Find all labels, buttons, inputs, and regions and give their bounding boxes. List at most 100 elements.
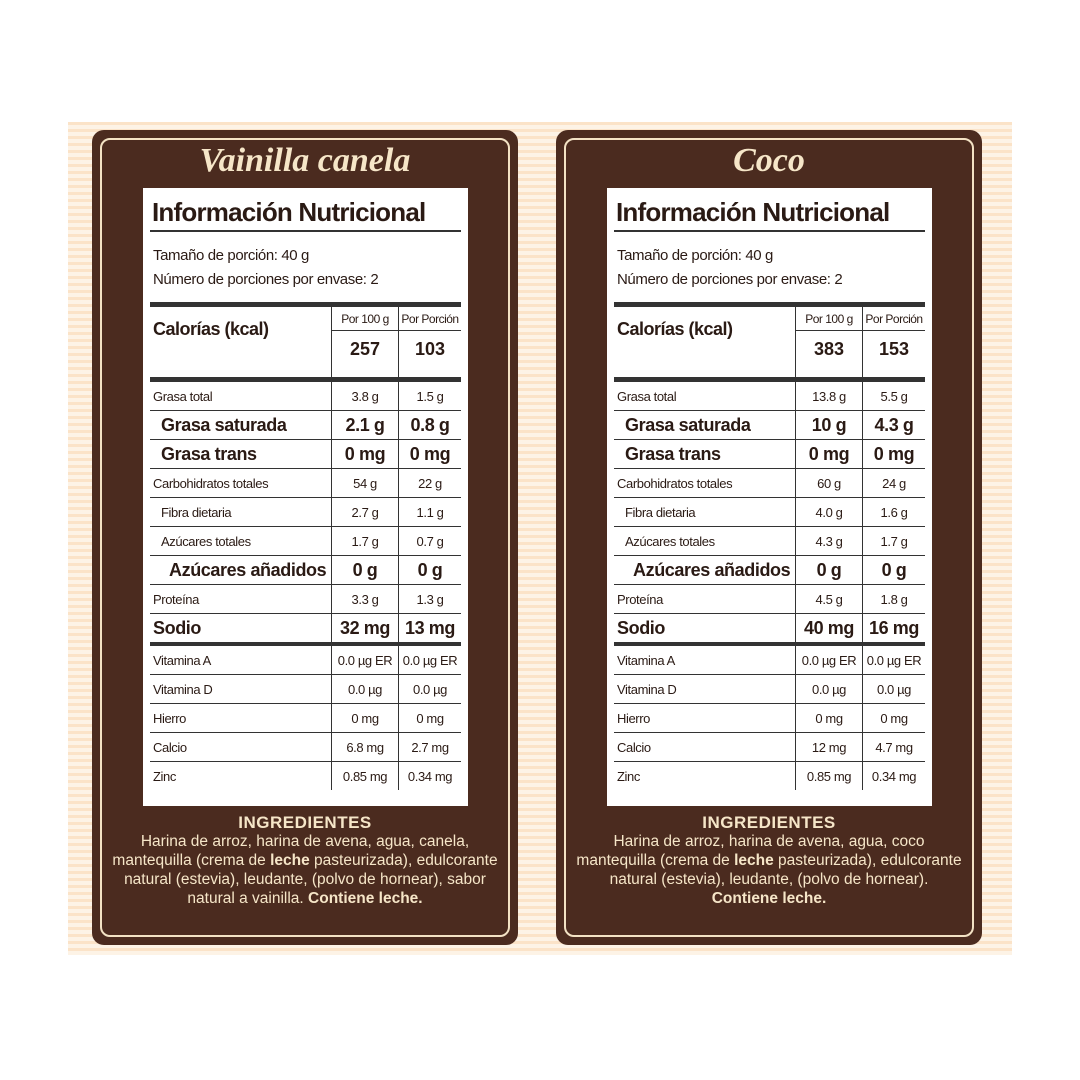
calories-value: 153 — [878, 339, 910, 359]
nutrient-label: Zinc — [617, 768, 640, 784]
serving-info: Tamaño de porción: 40 g Número de porcion… — [153, 244, 461, 292]
nutrient-per-100g: 12 mg — [795, 733, 862, 761]
nutrition-panel: Vainilla canela Información Nutricional Ta… — [92, 130, 518, 945]
nutrient-row: Calcio 12 mg 4.7 mg — [614, 733, 925, 762]
panel-frame — [564, 138, 974, 937]
column-header: Por 100 g — [332, 307, 398, 331]
calories-row: Calorías (kcal) Por 100 g 383 Por Porción 15… — [614, 307, 925, 382]
nutrient-per-portion: 24 g — [862, 469, 925, 497]
nutrient-per-portion: 0.0 µg ER — [862, 646, 925, 674]
nutrient-row: Grasa trans 0 mg 0 mg — [614, 440, 925, 469]
nutrient-per-100g: 0.0 µg ER — [331, 646, 398, 674]
nutrient-per-100g: 10 g — [795, 411, 862, 439]
nutrient-row: Hierro 0 mg 0 mg — [150, 704, 461, 733]
nutrient-label: Grasa total — [153, 388, 213, 404]
nutrient-row: Grasa trans 0 mg 0 mg — [150, 440, 461, 469]
nutrient-per-100g: 0.85 mg — [331, 762, 398, 790]
flavor-title: Coco — [733, 142, 805, 179]
nutrient-row: Carbohidratos totales 54 g 22 g — [150, 469, 461, 498]
ingredients-part: leche — [270, 852, 310, 869]
panel-frame — [100, 138, 510, 937]
nutrient-row: Grasa saturada 2.1 g 0.8 g — [150, 411, 461, 440]
calories-column: Por 100 g 257 — [331, 307, 398, 377]
nutrition-panel: Coco Información Nutricional Tamaño de por… — [556, 130, 982, 945]
nutrient-row: Calcio 6.8 mg 2.7 mg — [150, 733, 461, 762]
nutrient-per-portion: 0.34 mg — [398, 762, 461, 790]
ingredients-text: Harina de arroz, harina de avena, agua, … — [112, 832, 498, 908]
nutrient-row: Grasa total 13.8 g 5.5 g — [614, 382, 925, 411]
calories-row: Calorías (kcal) Por 100 g 257 Por Porción 10… — [150, 307, 461, 382]
nutrient-row: Grasa saturada 10 g 4.3 g — [614, 411, 925, 440]
nutrient-per-100g: 32 mg — [331, 614, 398, 642]
nutrient-row: Fibra dietaria 4.0 g 1.6 g — [614, 498, 925, 527]
nutrient-per-100g: 0.0 µg — [331, 675, 398, 703]
nutrient-per-100g: 2.7 g — [331, 498, 398, 526]
column-header: Por Porción — [399, 307, 461, 331]
ingredients-part: Harina de arroz, harina de avena, agua, … — [112, 833, 470, 869]
nutrient-label: Grasa total — [617, 388, 677, 404]
nutrient-per-100g: 54 g — [331, 469, 398, 497]
nutrient-label: Calcio — [617, 739, 651, 755]
nutrient-label: Fibra dietaria — [625, 504, 696, 520]
nutrient-label: Grasa saturada — [161, 414, 287, 435]
ingredients-text: Harina de arroz, harina de avena, agua, … — [576, 832, 962, 908]
nutrient-label: Fibra dietaria — [161, 504, 232, 520]
nutrient-per-100g: 3.8 g — [331, 382, 398, 410]
flavor-title: Vainilla canela — [199, 142, 411, 179]
nutrient-label: Sodio — [153, 617, 201, 638]
nutrient-per-portion: 4.7 mg — [862, 733, 925, 761]
calories-label: Calorías (kcal) — [617, 319, 733, 339]
serving-line: Número de porciones por envase: 2 — [617, 271, 843, 288]
serving-line: Número de porciones por envase: 2 — [153, 271, 379, 288]
nutrient-label: Vitamina D — [617, 681, 677, 697]
nutrient-row: Carbohidratos totales 60 g 24 g — [614, 469, 925, 498]
ingredients-heading: INGREDIENTES — [238, 813, 372, 832]
nutrient-per-100g: 0 mg — [331, 440, 398, 468]
nutrient-per-100g: 4.5 g — [795, 585, 862, 613]
nutrient-per-portion: 0.0 µg — [398, 675, 461, 703]
serving-line: Tamaño de porción: 40 g — [153, 247, 309, 264]
nutrient-label: Azúcares añadidos — [633, 559, 791, 580]
ingredients-part: leche — [734, 852, 774, 869]
nutrition-table: Información Nutricional Tamaño de porción… — [607, 188, 932, 806]
nutrient-row: Zinc 0.85 mg 0.34 mg — [614, 762, 925, 790]
nutrient-per-portion: 0 g — [398, 556, 461, 584]
nutrient-row: Vitamina A 0.0 µg ER 0.0 µg ER — [614, 646, 925, 675]
nutrient-per-portion: 0 mg — [398, 704, 461, 732]
nutrient-per-100g: 0 mg — [795, 440, 862, 468]
ingredients-part: Contiene leche. — [711, 890, 827, 907]
nutrient-per-portion: 1.3 g — [398, 585, 461, 613]
nutrient-per-100g: 13.8 g — [795, 382, 862, 410]
ingredients-part: pasteurizada), edulcorante natural (este… — [124, 852, 498, 907]
nutrient-per-100g: 0 g — [331, 556, 398, 584]
calories-column: Por Porción 103 — [398, 307, 461, 377]
nutrient-per-100g: 0 g — [795, 556, 862, 584]
nutrient-row: Vitamina A 0.0 µg ER 0.0 µg ER — [150, 646, 461, 675]
serving-line: Tamaño de porción: 40 g — [617, 247, 773, 264]
nutrient-label: Azúcares añadidos — [169, 559, 327, 580]
nutrient-per-portion: 0.0 µg ER — [398, 646, 461, 674]
nutrient-label: Proteína — [153, 591, 199, 607]
nutrient-row: Proteína 3.3 g 1.3 g — [150, 585, 461, 614]
nutrient-label: Vitamina A — [617, 652, 675, 668]
ingredients-part: pasteurizada), edulcorante natural (este… — [609, 852, 962, 888]
table-heading: Información Nutricional — [150, 195, 461, 232]
nutrient-per-portion: 13 mg — [398, 614, 461, 642]
calories-value: 103 — [414, 339, 446, 359]
nutrient-per-100g: 0.0 µg — [795, 675, 862, 703]
nutrient-per-portion: 0 g — [862, 556, 925, 584]
nutrient-row: Vitamina D 0.0 µg 0.0 µg — [150, 675, 461, 704]
nutrient-per-portion: 0.0 µg — [862, 675, 925, 703]
nutrient-per-100g: 0 mg — [795, 704, 862, 732]
nutrient-label: Zinc — [153, 768, 176, 784]
nutrient-per-portion: 4.3 g — [862, 411, 925, 439]
ingredients: INGREDIENTES Harina de arroz, harina de a… — [576, 813, 962, 908]
divider — [614, 302, 925, 307]
nutrient-label: Sodio — [617, 617, 665, 638]
nutrient-row: Vitamina D 0.0 µg 0.0 µg — [614, 675, 925, 704]
nutrient-label: Grasa trans — [625, 443, 721, 464]
nutrient-label: Hierro — [617, 710, 650, 726]
